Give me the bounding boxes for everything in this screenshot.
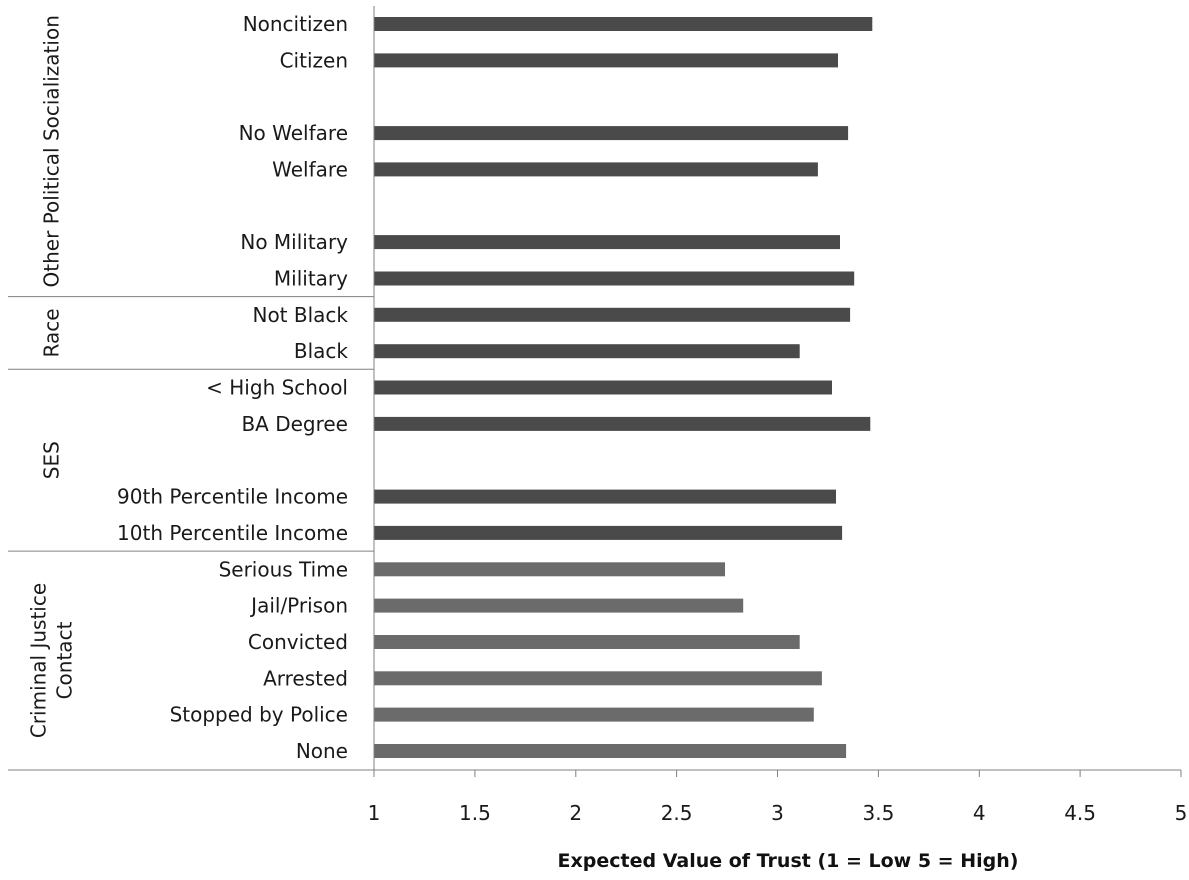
- category-label: 90th Percentile Income: [117, 485, 348, 509]
- x-tick-label: 4: [973, 801, 986, 825]
- bar: [374, 489, 836, 504]
- bar: [374, 126, 849, 141]
- category-label: BA Degree: [241, 412, 348, 436]
- bar: [374, 162, 818, 177]
- bar: [374, 598, 744, 613]
- bar: [374, 307, 851, 322]
- x-tick-label: 2.5: [661, 801, 693, 825]
- category-label: Military: [274, 267, 348, 291]
- bar: [374, 416, 871, 431]
- group-label: SES: [40, 441, 64, 479]
- category-label: 10th Percentile Income: [117, 521, 348, 545]
- x-ticks: 1 1.5 2 2.5 3 3.5 4 4.5 5: [368, 770, 1188, 825]
- x-tick-label: 3: [771, 801, 784, 825]
- category-label: No Military: [240, 230, 348, 254]
- bar: [374, 525, 843, 540]
- bar: [374, 671, 822, 686]
- bar: [374, 271, 855, 286]
- x-tick-label: 1: [368, 801, 381, 825]
- group-label: Contact: [53, 621, 77, 699]
- bars-layer: [374, 17, 873, 758]
- axes: [8, 6, 1181, 771]
- bar: [374, 744, 847, 758]
- x-tick-label: 2: [569, 801, 582, 825]
- x-tick-label: 5: [1175, 801, 1188, 825]
- category-label: Serious Time: [219, 557, 348, 581]
- category-labels: Noncitizen Citizen No Welfare Welfare No Mil…: [117, 12, 348, 763]
- group-label: Race: [40, 308, 64, 357]
- x-axis-label: Expected Value of Trust (1 = Low 5 = Hig…: [558, 850, 1019, 872]
- bar: [374, 562, 725, 577]
- x-tick-label: 1.5: [459, 801, 491, 825]
- bar: [374, 344, 800, 359]
- category-label: Stopped by Police: [170, 703, 348, 727]
- category-label: Arrested: [263, 666, 348, 690]
- category-label: No Welfare: [239, 121, 348, 145]
- category-label: Noncitizen: [243, 12, 348, 36]
- category-label: Welfare: [272, 157, 348, 181]
- bar: [374, 707, 814, 722]
- category-label: None: [296, 739, 348, 763]
- category-label: Jail/Prison: [249, 594, 348, 618]
- category-label: < High School: [206, 376, 348, 400]
- bar: [374, 53, 838, 68]
- bar: [374, 17, 873, 31]
- group-labels: Other Political Socialization Race SES Crim…: [8, 15, 374, 738]
- x-tick-label: 3.5: [862, 801, 894, 825]
- bar: [374, 235, 840, 250]
- x-tick-label: 4.5: [1064, 801, 1096, 825]
- category-label: Citizen: [280, 48, 348, 72]
- category-label: Black: [294, 339, 349, 363]
- group-label: Other Political Socialization: [40, 15, 64, 287]
- bar: [374, 380, 832, 395]
- bar: [374, 635, 800, 649]
- group-label: Criminal Justice: [27, 583, 51, 738]
- category-label: Not Black: [252, 303, 348, 327]
- category-label: Convicted: [248, 630, 348, 654]
